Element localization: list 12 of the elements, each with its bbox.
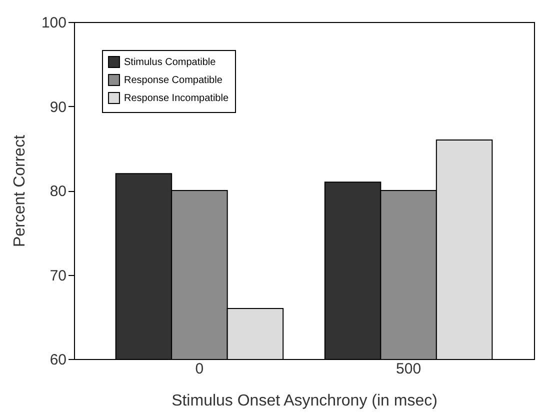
y-tick-label: 70	[50, 267, 66, 284]
y-axis-title: Percent Correct	[11, 134, 28, 248]
y-tick-label: 80	[50, 183, 66, 200]
legend-label: Response Compatible	[124, 75, 223, 86]
y-tick-label: 100	[41, 14, 66, 32]
legend-label: Stimulus Compatible	[124, 57, 216, 68]
x-axis-title: Stimulus Onset Asynchrony (in msec)	[172, 392, 438, 410]
legend-label: Response Incompatible	[124, 93, 229, 104]
x-tick-label: 0	[195, 360, 204, 378]
x-tick-label: 500	[396, 360, 422, 378]
y-tick-label: 90	[50, 98, 66, 116]
y-tick-label: 60	[50, 352, 66, 368]
